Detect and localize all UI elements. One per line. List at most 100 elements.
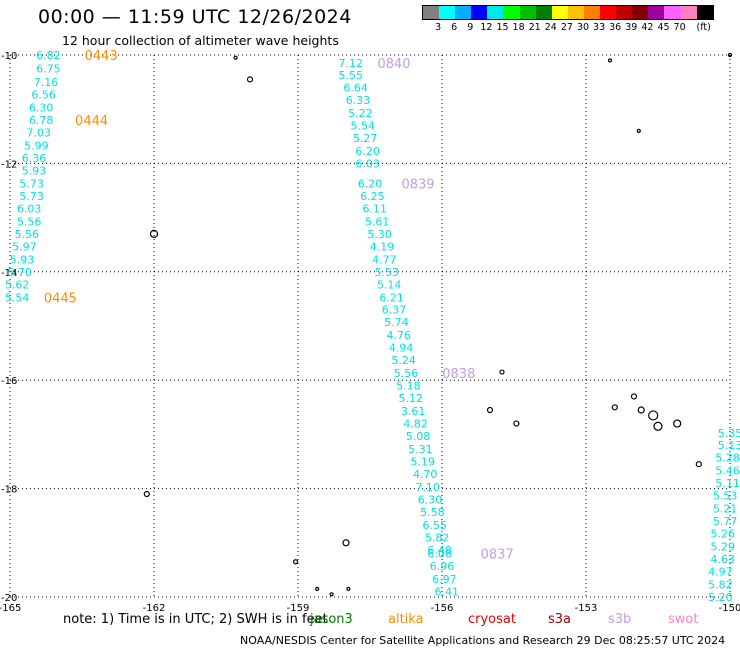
- scale-swatch: [503, 6, 520, 19]
- wave-height-value: 5.26: [711, 528, 736, 541]
- wave-height-value: 5.24: [391, 354, 416, 367]
- island: [607, 58, 613, 63]
- lon-tick-label: -156: [431, 603, 454, 614]
- island: [293, 559, 299, 565]
- wave-height-value: 5.11: [715, 477, 740, 490]
- color-scale-bar: [422, 5, 714, 20]
- wave-height-value: 4.77: [372, 253, 397, 266]
- satellite-cryosat: cryosat: [468, 612, 516, 627]
- wave-height-value: 5.30: [367, 228, 392, 241]
- wave-height-value: 5.97: [12, 240, 37, 253]
- scale-swatch: [616, 6, 633, 19]
- island: [346, 586, 351, 591]
- wave-height-value: 6.36: [22, 152, 47, 165]
- satellite-altika: altika: [388, 612, 424, 627]
- wave-height-value: 6.33: [346, 94, 371, 107]
- lat-tick-label: -20: [1, 593, 17, 604]
- wave-height-value: 7.10: [415, 481, 440, 494]
- island: [342, 539, 350, 547]
- island: [653, 421, 663, 431]
- wave-height-value: 7.16: [34, 76, 59, 89]
- wave-height-value: 5.99: [24, 140, 49, 153]
- wave-height-value: 5.62: [5, 278, 30, 291]
- pass-time-label: 0838: [442, 367, 475, 382]
- satellite-s3a: s3a: [548, 612, 572, 627]
- wave-height-value: 5.08: [406, 430, 431, 443]
- wave-height-value: 4.76: [387, 329, 412, 342]
- wave-height-value: 5.56: [17, 215, 42, 228]
- scale-swatch: [551, 6, 568, 19]
- scale-swatch: [567, 6, 584, 19]
- scale-label: 6: [451, 22, 458, 33]
- scale-swatch: [648, 6, 665, 19]
- island: [648, 410, 659, 421]
- track-edge: 5.355.135.285.465.115.535.215.775.265.29…: [708, 427, 740, 604]
- wave-height-value: 5.82: [708, 579, 733, 592]
- wave-height-value: 6.06: [427, 548, 452, 561]
- wave-height-value: 5.70: [7, 266, 32, 279]
- wave-height-value: 6.41: [435, 586, 460, 599]
- wave-height-value: 5.77: [713, 515, 738, 528]
- wave-height-value: 5.58: [420, 506, 445, 519]
- altimeter-tracks: 6.826.757.166.566.306.787.035.996.365.93…: [5, 49, 740, 604]
- scale-label: 3: [435, 22, 442, 33]
- scale-swatch: [600, 6, 617, 19]
- wave-height-value: 5.56: [394, 367, 419, 380]
- pass-time-label: 0445: [44, 291, 77, 306]
- scale-label: 70: [673, 22, 686, 33]
- wave-height-value: 5.61: [365, 215, 390, 228]
- island: [149, 229, 159, 238]
- wave-height-value: 6.97: [432, 573, 457, 586]
- island: [233, 55, 238, 60]
- island-outlines: [143, 52, 733, 597]
- wave-height-value: 4.82: [403, 418, 428, 431]
- wave-height-value: 4.63: [711, 553, 736, 566]
- pass-time-label: 0443: [85, 49, 118, 64]
- wave-height-value: 5.93: [10, 253, 35, 266]
- scale-swatch: [664, 6, 681, 19]
- scale-label: 24: [544, 22, 557, 33]
- wave-height-value: 6.64: [343, 82, 368, 95]
- lon-tick-label: -153: [575, 603, 598, 614]
- map-subtitle: 12 hour collection of altimeter wave hei…: [62, 33, 339, 48]
- lon-tick-label: -165: [0, 603, 21, 614]
- wave-height-value: 5.93: [22, 164, 47, 177]
- wave-height-value: 6.30: [418, 493, 443, 506]
- map-title: 00:00 — 11:59 UTC 12/26/2024: [38, 6, 352, 28]
- wave-height-value: 5.55: [339, 69, 364, 82]
- wave-height-value: 6.21: [379, 291, 404, 304]
- island: [630, 393, 638, 400]
- lon-tick-label: -162: [143, 603, 166, 614]
- wave-height-value: 6.03: [17, 202, 42, 215]
- scale-swatch: [696, 6, 713, 19]
- scale-label: (ft): [696, 22, 711, 33]
- wave-height-value: 6.48: [427, 544, 452, 557]
- wave-height-value: 7.12: [339, 57, 364, 70]
- island: [246, 76, 254, 83]
- pass-time-label: 0840: [377, 57, 410, 72]
- track-altika: 6.826.757.166.566.306.787.035.996.365.93…: [5, 49, 118, 306]
- lat-tick-label: -10: [1, 51, 17, 62]
- color-scale-labels: 3 6 9 12 15 18 21 24 27 30 33 36 39 42 45 70 (ft): [422, 22, 714, 34]
- scale-label: 9: [467, 22, 474, 33]
- pass-time-label: 0839: [401, 177, 434, 192]
- wave-height-value: 6.11: [363, 202, 388, 215]
- scale-label: 36: [609, 22, 622, 33]
- island: [636, 128, 641, 133]
- scale-label: 21: [528, 22, 541, 33]
- track-s3b: 7.125.556.646.335.225.545.276.206.036.20…: [339, 57, 514, 598]
- wave-height-value: 5.29: [711, 541, 736, 554]
- wave-height-value: 6.82: [36, 49, 61, 62]
- lat-tick-label: -18: [1, 485, 17, 496]
- wave-height-value: 6.20: [358, 177, 383, 190]
- scale-swatch: [632, 6, 649, 19]
- wave-height-value: 5.73: [19, 177, 44, 190]
- map-axis-ticks: -165 -162 -159 -156 -153 -150 -10 -12 -14 -16 -18 -…: [0, 51, 740, 614]
- pass-time-label: 0837: [481, 548, 514, 563]
- wave-height-value: 5.46: [715, 465, 740, 478]
- wave-height-value: 5.20: [708, 591, 733, 604]
- wave-height-value: 6.25: [360, 190, 385, 203]
- scale-label: 45: [657, 22, 670, 33]
- wave-height-value: 5.18: [396, 380, 421, 393]
- scale-label: 30: [576, 22, 590, 33]
